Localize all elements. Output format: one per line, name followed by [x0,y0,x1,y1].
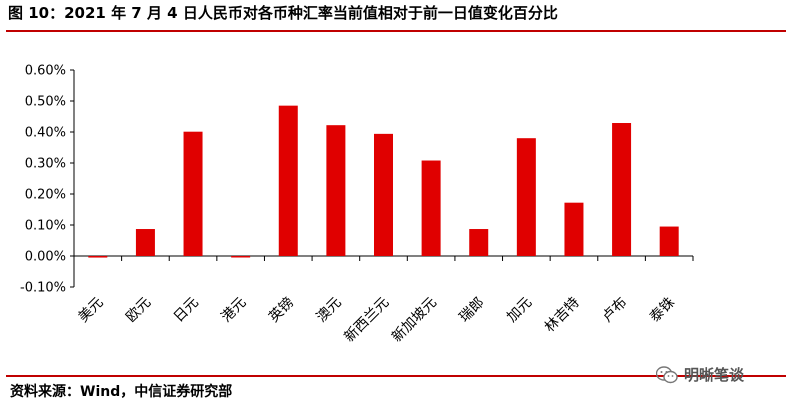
bar [278,105,298,257]
y-tick-label: 0.60% [25,64,66,79]
top-rule [6,30,786,32]
x-tick-label: 港元 [218,295,249,326]
y-tick-label: -0.10% [20,281,66,296]
x-tick-label: 加元 [504,295,535,326]
x-tick-label: 林吉特 [542,295,583,336]
source-note: 资料来源：Wind，中信证券研究部 [10,384,233,400]
x-tick-label: 新加坡元 [389,295,440,346]
bar [183,131,203,256]
x-tick-label: 瑞郎 [456,295,487,326]
x-tick-label: 美元 [76,295,107,326]
bar [374,133,393,256]
bar [659,226,679,256]
x-tick-label: 欧元 [123,295,154,326]
x-tick-label: 澳元 [314,295,345,326]
x-tick-label: 英镑 [265,294,297,326]
bar [516,138,536,256]
bar [612,123,632,256]
bar [88,256,108,258]
y-tick-label: 0.20% [25,188,66,203]
bar [469,229,489,256]
y-tick-label: 0.30% [25,157,66,172]
bottom-rule [6,375,786,377]
bar [421,160,441,256]
y-tick-label: 0.10% [25,219,66,234]
y-tick-label: 0.50% [25,95,66,110]
bar [326,125,346,257]
watermark-text: 明晰笔谈 [684,366,745,384]
y-tick-label: 0.40% [25,126,66,141]
bar-chart: -0.10% 0.00% 0.10% 0.20% 0.30% 0.40% 0.50% 0.60… [20,64,694,346]
wechat-icon [656,365,678,383]
x-tick-label: 泰铢 [647,295,678,326]
bar [564,202,584,256]
x-tick-label: 新西兰元 [341,295,392,346]
x-tick-label: 日元 [171,295,202,326]
watermark: 明晰笔谈 [656,364,744,385]
y-tick-label: 0.00% [25,250,66,265]
bar [231,256,251,258]
figure-title: 图 10：2021 年 7 月 4 日人民币对各币种汇率当前值相对于前一日值变化… [8,4,558,22]
bar [135,229,155,256]
x-tick-label: 卢布 [599,295,630,326]
